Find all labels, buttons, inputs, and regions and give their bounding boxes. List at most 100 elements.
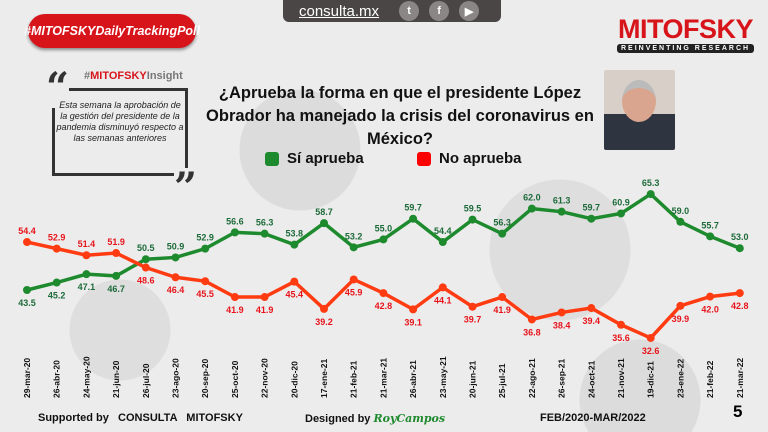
x-tick-label: 20-sep-20 [200, 359, 210, 398]
x-tick-label: 21-nov-21 [616, 358, 626, 398]
data-label: 39.9 [672, 314, 690, 324]
data-label: 54.4 [434, 226, 452, 236]
x-tick-label: 23-ago-20 [171, 358, 181, 398]
data-point [141, 255, 150, 264]
data-label: 59.7 [583, 203, 601, 213]
data-label: 58.7 [315, 207, 333, 217]
data-point [557, 207, 566, 216]
hashtag-badge: #MITOFSKYDailyTrackingPoll [24, 14, 200, 48]
data-label: 45.2 [48, 291, 66, 301]
data-label: 47.1 [78, 282, 96, 292]
data-point [409, 305, 418, 314]
insight-heading: #MITOFSKYInsight [84, 70, 183, 82]
data-label: 53.0 [731, 232, 749, 242]
data-label: 55.0 [375, 223, 393, 233]
data-point [735, 244, 744, 253]
data-point [676, 301, 685, 310]
data-label: 56.3 [256, 218, 274, 228]
data-point [112, 271, 121, 280]
data-point [260, 293, 269, 302]
data-point [706, 232, 715, 241]
data-label: 44.1 [434, 295, 452, 305]
facebook-icon[interactable]: f [429, 1, 450, 21]
data-label: 35.6 [612, 333, 630, 343]
mitofsky-logo: MITOFSKY REINVENTING RESEARCH [617, 14, 755, 53]
logo-tagline: REINVENTING RESEARCH [617, 44, 755, 53]
data-point [349, 275, 358, 284]
data-point [438, 238, 447, 247]
page-number: 5 [733, 402, 743, 421]
website-link[interactable]: consulta.mx [299, 2, 380, 20]
x-tick-label: 17-ene-21 [319, 359, 329, 398]
data-point [230, 228, 239, 237]
data-point [468, 215, 477, 224]
data-point [52, 244, 61, 253]
data-point [557, 308, 566, 317]
data-point [201, 244, 210, 253]
data-point [587, 304, 596, 313]
legend-no: No aprueba [417, 150, 522, 167]
data-point [82, 270, 91, 279]
data-point [82, 251, 91, 260]
data-label: 39.4 [583, 316, 601, 326]
x-tick-label: 26-sep-21 [557, 359, 567, 398]
x-tick-label: 23-may-21 [438, 356, 448, 398]
data-point [260, 229, 269, 238]
x-tick-label: 21-jun-20 [111, 360, 121, 398]
data-point [171, 253, 180, 262]
x-tick-label: 24-may-20 [81, 356, 91, 398]
data-label: 45.9 [345, 287, 363, 297]
data-point [617, 209, 625, 218]
data-label: 54.4 [18, 226, 36, 236]
logo-name: MITOFSKY [618, 14, 754, 44]
open-quote-icon: “ [46, 64, 70, 111]
data-label: 59.7 [404, 203, 422, 213]
data-point [23, 286, 31, 294]
legend-label: Sí aprueba [287, 150, 364, 167]
data-label: 36.8 [523, 327, 541, 337]
data-label: 51.4 [78, 239, 96, 249]
data-label: 39.7 [464, 315, 482, 325]
x-tick-label: 22-nov-20 [260, 358, 270, 398]
data-label: 61.3 [553, 196, 571, 206]
data-label: 50.5 [137, 243, 155, 253]
designer-signature: RoyCampos [373, 412, 446, 425]
data-point [320, 304, 328, 313]
data-label: 42.0 [701, 305, 719, 315]
legend-swatch-red [417, 151, 431, 166]
data-label: 50.9 [167, 241, 185, 251]
data-label: 52.9 [196, 233, 214, 243]
data-point [409, 214, 418, 223]
data-point [646, 190, 655, 199]
x-tick-label: 29-mar-20 [22, 358, 32, 398]
x-tick-label: 26-abr-21 [408, 360, 418, 398]
data-point [52, 278, 61, 287]
data-label: 46.7 [107, 284, 125, 294]
x-tick-label: 20-dic-20 [289, 361, 299, 398]
data-point [201, 277, 210, 286]
data-point [379, 235, 388, 244]
x-tick-label: 25-jul-21 [497, 363, 507, 398]
data-label: 59.0 [672, 206, 690, 216]
data-point [230, 293, 239, 302]
youtube-icon[interactable]: ▶ [459, 1, 480, 21]
data-label: 56.6 [226, 216, 244, 226]
data-point [320, 219, 328, 228]
period: FEB/2020-MAR/2022 [540, 412, 646, 424]
x-tick-label: 22-ago-21 [527, 358, 537, 398]
legend-swatch-green [265, 151, 279, 166]
data-label: 32.6 [642, 346, 660, 356]
data-point [527, 315, 536, 324]
data-point [171, 273, 180, 282]
x-tick-label: 25-oct-20 [230, 360, 240, 398]
data-label: 56.3 [493, 218, 511, 228]
x-tick-label: 26-abr-20 [52, 360, 62, 398]
data-point [735, 289, 744, 298]
insight-text: Esta semana la aprobación de la gestión … [56, 100, 184, 144]
data-label: 39.2 [315, 317, 333, 327]
twitter-icon[interactable]: t [399, 1, 420, 21]
data-label: 52.9 [48, 233, 66, 243]
data-label: 43.5 [18, 298, 36, 308]
data-label: 41.9 [493, 305, 511, 315]
top-bar: consulta.mx t f ▶ [283, 0, 501, 22]
